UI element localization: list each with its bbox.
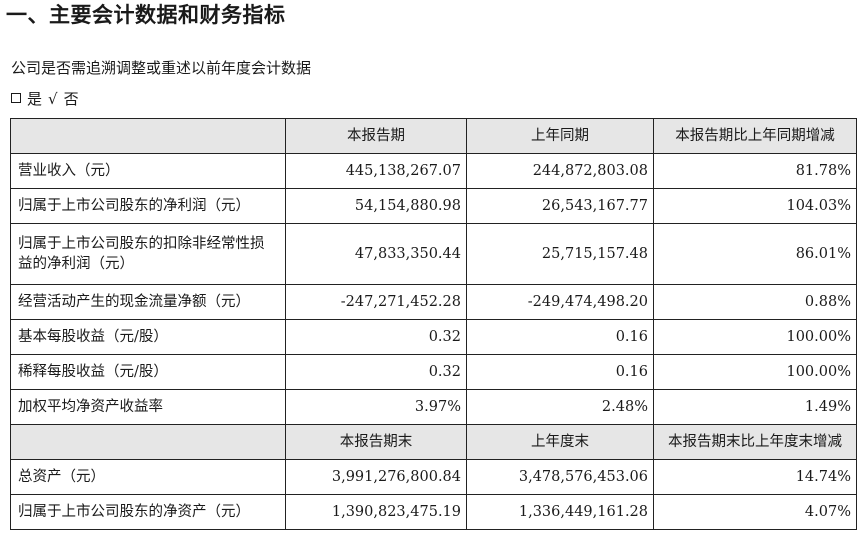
prior-value: 26,543,167.77 xyxy=(466,188,654,224)
row-label: 归属于上市公司股东的扣除非经常性损益的净利润（元） xyxy=(10,223,286,285)
table-row: 经营活动产生的现金流量净额（元） -247,271,452.28 -249,47… xyxy=(10,284,857,320)
table-row: 归属于上市公司股东的扣除非经常性损益的净利润（元） 47,833,350.44 … xyxy=(10,223,857,285)
change-value: 0.88% xyxy=(653,284,857,320)
header-cell: 上年同期 xyxy=(466,118,654,154)
current-value: 47,833,350.44 xyxy=(285,223,467,285)
change-value: 104.03% xyxy=(653,188,857,224)
financial-indicators-table: 本报告期 上年同期 本报告期比上年同期增减 营业收入（元） 445,138,26… xyxy=(10,118,857,530)
current-value: 1,390,823,475.19 xyxy=(285,494,467,530)
current-value: 445,138,267.07 xyxy=(285,153,467,189)
prior-value: 25,715,157.48 xyxy=(466,223,654,285)
change-value: 81.78% xyxy=(653,153,857,189)
row-label: 加权平均净资产收益率 xyxy=(10,389,286,425)
prior-value: 1,336,449,161.28 xyxy=(466,494,654,530)
change-value: 14.74% xyxy=(653,459,857,495)
table-row: 归属于上市公司股东的净资产（元） 1,390,823,475.19 1,336,… xyxy=(10,494,857,530)
header-cell: 本报告期 xyxy=(285,118,467,154)
change-value: 86.01% xyxy=(653,223,857,285)
row-label: 归属于上市公司股东的净利润（元） xyxy=(10,188,286,224)
prior-value: 3,478,576,453.06 xyxy=(466,459,654,495)
current-value: 54,154,880.98 xyxy=(285,188,467,224)
header-cell: 本报告期比上年同期增减 xyxy=(653,118,857,154)
header-cell xyxy=(10,118,286,154)
table-header-row: 本报告期末 上年度末 本报告期末比上年度末增减 xyxy=(10,424,857,460)
no-option-label: 否 xyxy=(63,90,79,108)
row-label: 总资产（元） xyxy=(10,459,286,495)
prior-value: 2.48% xyxy=(466,389,654,425)
table-row: 总资产（元） 3,991,276,800.84 3,478,576,453.06… xyxy=(10,459,857,495)
prior-value: 244,872,803.08 xyxy=(466,153,654,189)
current-value: 0.32 xyxy=(285,354,467,390)
table-row: 基本每股收益（元/股） 0.32 0.16 100.00% xyxy=(10,319,857,355)
prior-value: 0.16 xyxy=(466,319,654,355)
table-row: 加权平均净资产收益率 3.97% 2.48% 1.49% xyxy=(10,389,857,425)
row-label: 经营活动产生的现金流量净额（元） xyxy=(10,284,286,320)
current-value: 0.32 xyxy=(285,319,467,355)
change-value: 4.07% xyxy=(653,494,857,530)
yes-option-label: 是 xyxy=(27,90,43,108)
checkbox-icon xyxy=(11,93,21,103)
current-value: 3.97% xyxy=(285,389,467,425)
row-label: 营业收入（元） xyxy=(10,153,286,189)
change-value: 1.49% xyxy=(653,389,857,425)
row-label: 基本每股收益（元/股） xyxy=(10,319,286,355)
check-mark-icon: √ xyxy=(48,90,58,108)
row-label: 归属于上市公司股东的净资产（元） xyxy=(10,494,286,530)
section-title: 一、主要会计数据和财务指标 xyxy=(6,3,286,27)
current-value: -247,271,452.28 xyxy=(285,284,467,320)
prior-value: -249,474,498.20 xyxy=(466,284,654,320)
current-value: 3,991,276,800.84 xyxy=(285,459,467,495)
header-cell: 本报告期末 xyxy=(285,424,467,460)
change-value: 100.00% xyxy=(653,354,857,390)
restate-question: 公司是否需追溯调整或重述以前年度会计数据 xyxy=(11,59,312,77)
table-row: 归属于上市公司股东的净利润（元） 54,154,880.98 26,543,16… xyxy=(10,188,857,224)
change-value: 100.00% xyxy=(653,319,857,355)
table-row: 稀释每股收益（元/股） 0.32 0.16 100.00% xyxy=(10,354,857,390)
row-label: 稀释每股收益（元/股） xyxy=(10,354,286,390)
prior-value: 0.16 xyxy=(466,354,654,390)
header-cell: 本报告期末比上年度末增减 xyxy=(653,424,857,460)
header-cell xyxy=(10,424,286,460)
header-cell: 上年度末 xyxy=(466,424,654,460)
table-row: 营业收入（元） 445,138,267.07 244,872,803.08 81… xyxy=(10,153,857,189)
table-header-row: 本报告期 上年同期 本报告期比上年同期增减 xyxy=(10,118,857,154)
restate-options: 是 √ 否 xyxy=(11,89,79,109)
